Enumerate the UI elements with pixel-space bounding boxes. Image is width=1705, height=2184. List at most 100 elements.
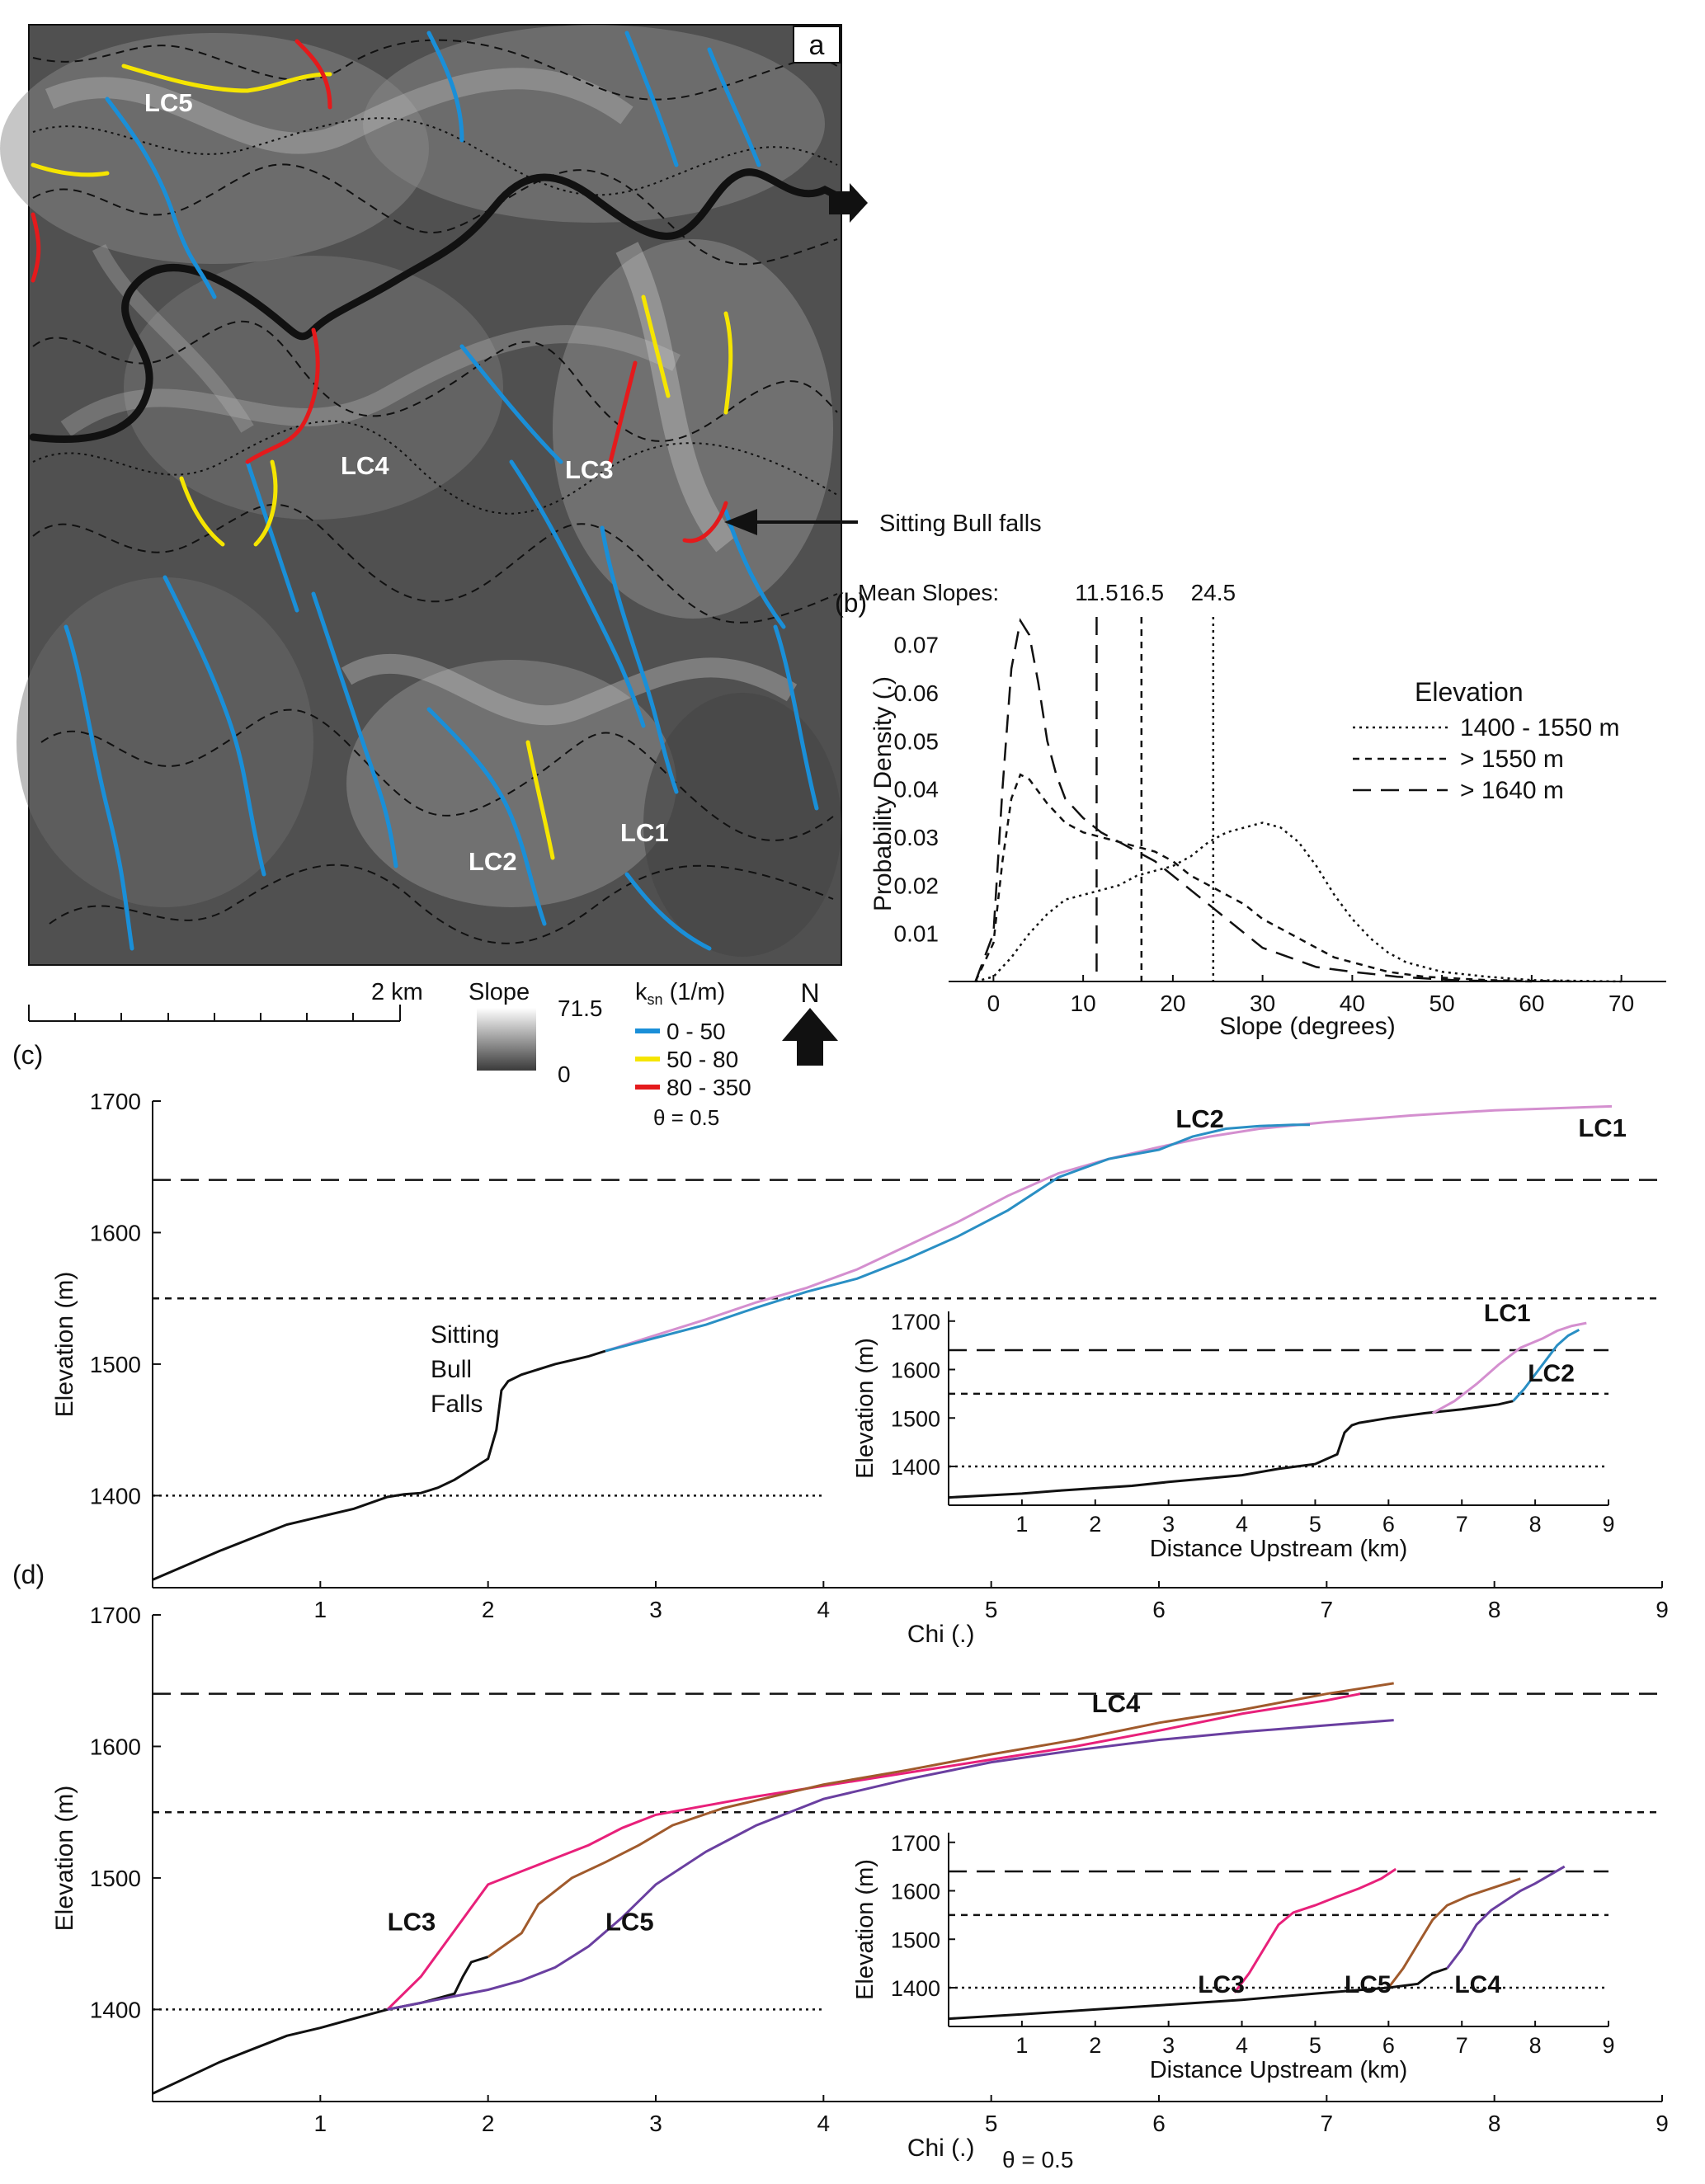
panel-a-label: a — [809, 30, 825, 61]
slope-texture — [0, 25, 841, 957]
inset-x-tick-label: 6 — [1382, 2033, 1395, 2058]
y-tick-label: 1400 — [90, 1483, 141, 1509]
x-tick-label: 3 — [649, 2111, 662, 2136]
y-tick-label: 1700 — [90, 1089, 141, 1114]
profile-series-line — [386, 1692, 1361, 2011]
series-label: LC4 — [1092, 1689, 1141, 1718]
annotation-text: Falls — [431, 1391, 483, 1418]
x-tick-label: 6 — [1152, 1597, 1166, 1622]
inset-x-tick-label: 4 — [1236, 1512, 1248, 1537]
inset-series-line — [948, 1400, 1514, 1499]
inset-x-tick-label: 1 — [1015, 1512, 1028, 1537]
inset-x-axis-label: Distance Upstream (km) — [1150, 1536, 1408, 1562]
inset-x-tick-label: 2 — [1089, 1512, 1101, 1537]
y-tick-label: 0.04 — [894, 777, 940, 803]
x-axis-label: Slope (degrees) — [1219, 1013, 1395, 1040]
pdf-series-line — [974, 773, 1577, 983]
callout-arrowhead — [724, 509, 757, 535]
ksn-channels-high — [31, 39, 728, 544]
y-tick-label: 0.07 — [894, 633, 940, 658]
callout-text: Sitting Bull falls — [879, 511, 1042, 537]
x-tick-label: 9 — [1656, 1597, 1669, 1622]
inset-x-tick-label: 6 — [1382, 1512, 1395, 1537]
inset-x-tick-label: 9 — [1602, 1512, 1614, 1537]
x-tick-label: 1 — [314, 2111, 327, 2136]
x-axis-label: Chi (.) — [907, 2135, 975, 2162]
inset-y-axis-label: Elevation (m) — [852, 1338, 878, 1479]
y-tick-label: 1600 — [90, 1734, 141, 1759]
scale-bar — [28, 1005, 401, 1022]
panel-d-chi-plot: (d) 1 2 3 4 5 6 7 8 9 1400 1500 1600 1700 Chi (.) Eleva… — [12, 1560, 1669, 2172]
mean-slopes-label: Mean Slopes: — [858, 580, 999, 605]
reach-label-lc3: LC3 — [565, 455, 614, 484]
legend-title: Elevation — [1415, 677, 1524, 707]
y-tick-label: 1400 — [90, 1997, 141, 2022]
series-label: LC2 — [1175, 1104, 1224, 1133]
mean-slope-value: 11.5 — [1075, 580, 1118, 605]
pdf-series-line — [974, 618, 1532, 983]
x-tick-label: 70 — [1608, 991, 1634, 1016]
y-tick-label: 0.03 — [894, 825, 940, 850]
y-axis-label: Probability Density (.) — [869, 676, 897, 911]
x-tick-label: 2 — [482, 2111, 495, 2136]
profile-series-line — [605, 1123, 1310, 1353]
inset-series-label: LC5 — [1345, 1971, 1392, 1998]
inset-x-tick-label: 2 — [1089, 2033, 1101, 2058]
series-label: LC3 — [388, 1908, 436, 1937]
x-tick-label: 6 — [1152, 2111, 1166, 2136]
inset-y-tick-label: 1500 — [891, 1406, 940, 1431]
x-tick-label: 30 — [1250, 991, 1275, 1016]
profile-series-line — [387, 1719, 1394, 2011]
profile-series-line — [152, 1349, 606, 1581]
x-axis-label: Chi (.) — [907, 1621, 975, 1648]
inset-x-axis-label: Distance Upstream (km) — [1150, 2057, 1408, 2083]
reach-label-lc4: LC4 — [341, 451, 389, 480]
pdf-series-line — [975, 821, 1622, 983]
x-tick-label: 8 — [1488, 1597, 1501, 1622]
slope-legend-ramp — [477, 1008, 536, 1071]
y-tick-label: 1700 — [90, 1603, 141, 1628]
footer-theta: θ = 0.5 — [1002, 2147, 1073, 2172]
inset-y-tick-label: 1600 — [891, 1880, 940, 1904]
x-tick-label: 3 — [649, 1597, 662, 1622]
inset-x-tick-label: 3 — [1162, 1512, 1175, 1537]
inset-y-tick-label: 1600 — [891, 1358, 940, 1383]
panel-a-label-box — [793, 26, 841, 64]
inset-x-tick-label: 5 — [1309, 1512, 1321, 1537]
panel-label: (c) — [12, 1040, 43, 1070]
inset-y-tick-label: 1400 — [891, 1976, 940, 2001]
panel-b-label: (b) — [835, 588, 867, 618]
legend-entry: 1400 - 1550 m — [1460, 714, 1619, 741]
main-river — [29, 168, 845, 443]
x-tick-label: 9 — [1656, 2111, 1669, 2136]
inset-series-line — [1233, 1867, 1397, 1993]
x-tick-label: 4 — [817, 1597, 831, 1622]
profile-series-line — [487, 1682, 1394, 1958]
annotation-text: Bull — [431, 1356, 472, 1383]
inset-series-line — [1446, 1865, 1566, 1970]
slope-legend-min: 0 — [558, 1061, 571, 1087]
x-tick-label: 5 — [985, 1597, 998, 1622]
x-tick-label: 8 — [1488, 2111, 1501, 2136]
y-tick-label: 0.05 — [894, 728, 940, 754]
panel-c-chi-plot: (c) 1 2 3 4 5 6 7 8 9 1400 1500 1600 1700 Chi (.) Eleva… — [12, 1040, 1669, 1648]
main-river-arrow — [829, 183, 868, 223]
x-tick-label: 4 — [817, 2111, 831, 2136]
mean-slope-value: 24.5 — [1191, 580, 1236, 605]
inset-x-tick-label: 4 — [1236, 2033, 1248, 2058]
ksn-legend-title: ksn (1/m) — [635, 979, 725, 1008]
inset-series-label: LC3 — [1198, 1971, 1245, 1998]
ksn-legend: 0 - 50 50 - 80 80 - 350 — [635, 1019, 751, 1100]
ksn-legend-theta: θ = 0.5 — [653, 1105, 719, 1130]
y-tick-label: 1500 — [90, 1866, 141, 1891]
ksn-legend-label: 0 - 50 — [666, 1019, 726, 1044]
inset-series-line — [948, 1967, 1448, 2021]
profile-series-line — [605, 1104, 1613, 1353]
inset-series-label: LC1 — [1484, 1300, 1531, 1327]
inset-series-label: LC4 — [1454, 1971, 1501, 1998]
x-tick-label: 50 — [1429, 991, 1455, 1016]
x-tick-label: 5 — [985, 2111, 998, 2136]
x-tick-label: 7 — [1321, 1597, 1334, 1622]
inset-y-tick-label: 1400 — [891, 1455, 940, 1480]
